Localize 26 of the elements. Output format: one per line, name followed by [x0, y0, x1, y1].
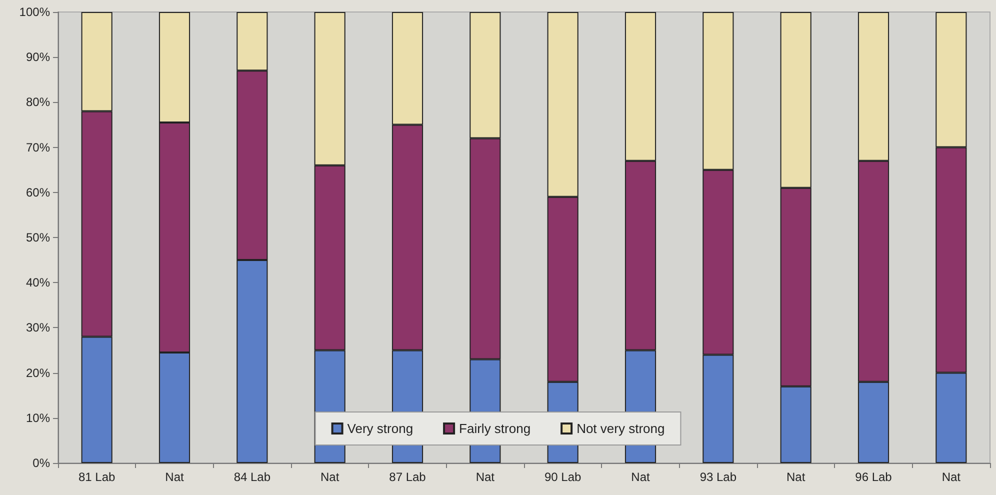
x-tick-label: 93 Lab [700, 470, 737, 484]
y-tick-label: 100% [19, 5, 50, 19]
x-tick-label: 84 Lab [234, 470, 271, 484]
y-tick-label: 80% [26, 95, 50, 110]
x-tick-label: 81 Lab [78, 470, 116, 484]
x-tick-label: Nat [476, 470, 496, 484]
legend-label: Not very strong [576, 421, 665, 436]
y-tick-label: 30% [26, 320, 50, 335]
y-tick-label: 90% [26, 50, 50, 64]
y-tick-label: 0% [32, 456, 50, 470]
y-tick-label: 20% [26, 366, 50, 380]
y-tick-label: 60% [26, 185, 50, 200]
y-tick-label: 50% [26, 230, 50, 244]
x-tick-label: 96 Lab [855, 470, 892, 484]
x-tick-label: Nat [631, 470, 650, 484]
legend-label: Very strong [347, 421, 414, 436]
x-tick-label: Nat [786, 470, 806, 484]
legend-label: Fairly strong [459, 421, 531, 436]
x-tick-label: Nat [942, 470, 962, 484]
y-tick-label: 40% [26, 276, 50, 290]
x-tick-label: Nat [165, 470, 184, 484]
x-tick-label: 87 Lab [389, 470, 426, 484]
y-tick-label: 70% [26, 140, 50, 154]
x-tick-label: Nat [320, 470, 340, 484]
y-tick-label: 10% [26, 410, 50, 425]
x-tick-label: 90 Lab [544, 470, 582, 484]
